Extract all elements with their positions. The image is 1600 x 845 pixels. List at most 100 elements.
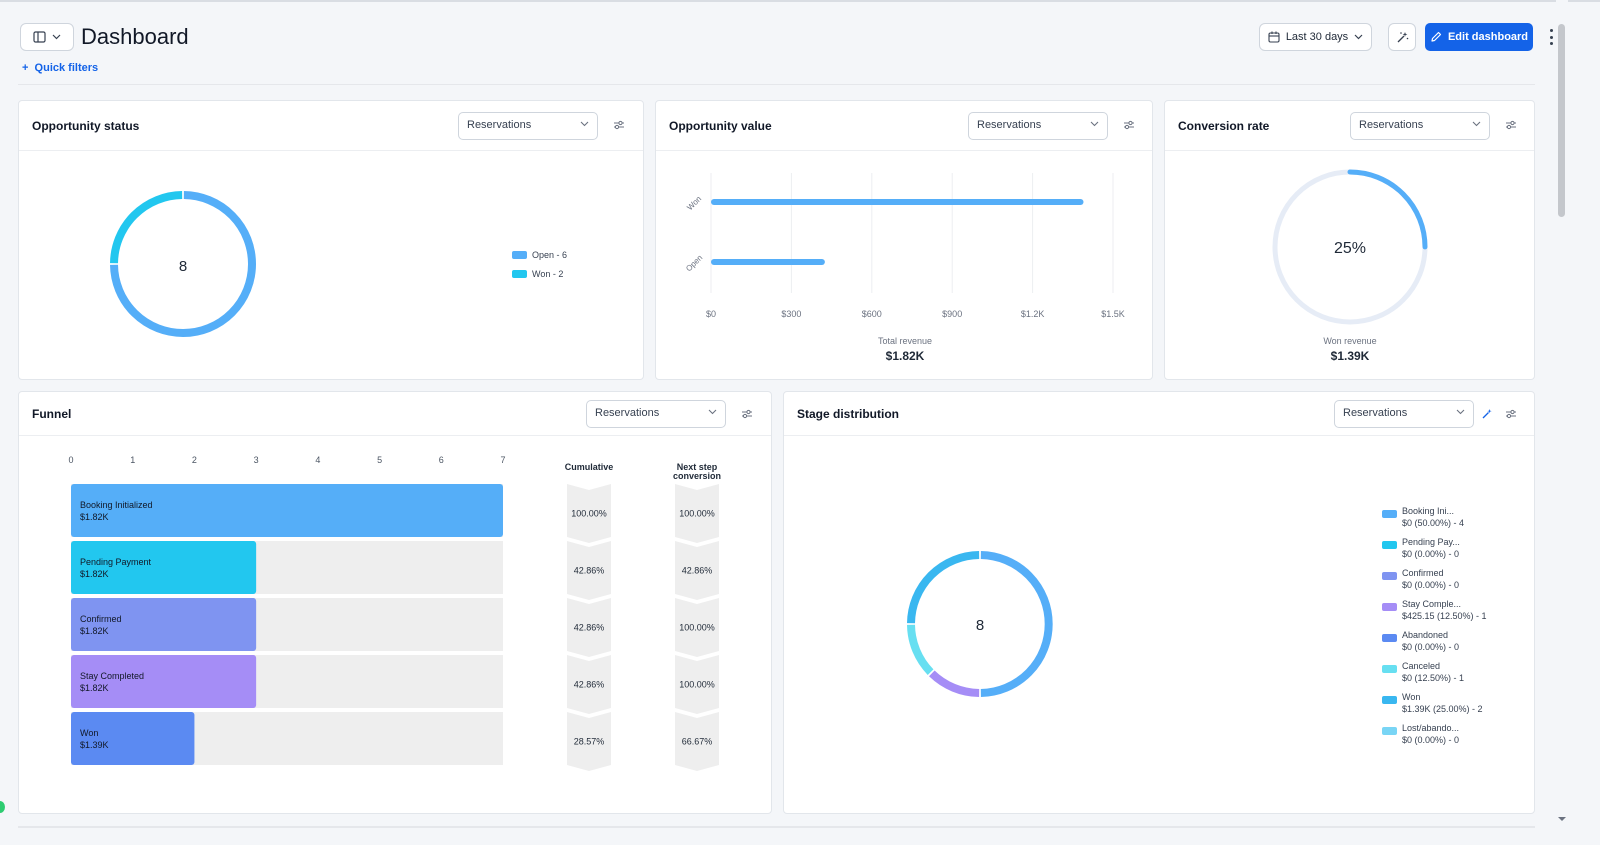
- legend-stage-name: Pending Pay...: [1402, 537, 1460, 547]
- funnel-bar-won[interactable]: [71, 712, 195, 765]
- donut-slice-booking-initialized[interactable]: [980, 551, 1053, 697]
- legend-item[interactable]: Stay Comple... $425.15 (12.50%) - 1: [1382, 598, 1487, 622]
- next-step-cell: 100.00%: [679, 623, 715, 633]
- page-title: Dashboard: [81, 24, 189, 49]
- layout-toggle-button[interactable]: [20, 23, 74, 51]
- legend-stage-name: Booking Ini...: [1402, 506, 1455, 516]
- donut-slice-open[interactable]: [110, 191, 256, 337]
- next-step-cell-shape: [675, 712, 719, 771]
- funnel-bar-pending-payment[interactable]: [71, 541, 257, 594]
- x-tick-label: $1.5K: [1101, 309, 1125, 319]
- source-select[interactable]: Reservations: [458, 112, 598, 140]
- funnel-bar-confirmed[interactable]: [71, 598, 257, 651]
- cumulative-cell-shape: [567, 712, 611, 771]
- next-step-cell-shape: [675, 541, 719, 600]
- source-select[interactable]: Reservations: [968, 112, 1108, 140]
- card-title: Stage distribution: [797, 407, 899, 421]
- legend-item[interactable]: Abandoned $0 (0.00%) - 0: [1382, 629, 1459, 653]
- legend-item[interactable]: Open - 6: [512, 249, 567, 261]
- legend-swatch: [1382, 603, 1397, 611]
- magic-wand-icon[interactable]: [1481, 408, 1493, 420]
- select-value: Reservations: [1343, 407, 1408, 419]
- won-revenue-value: $1.39K: [1331, 349, 1370, 363]
- axis-tick-label: 5: [377, 455, 382, 465]
- edit-dashboard-label: Edit dashboard: [1447, 31, 1529, 43]
- plus-icon: +: [22, 62, 35, 74]
- next-step-cell-shape: [675, 598, 719, 657]
- funnel-stage-name: Booking Initialized: [80, 500, 153, 510]
- legend-swatch: [1382, 696, 1397, 704]
- funnel-stage-amount: $1.82K: [80, 626, 109, 636]
- funnel-bar-stay-completed[interactable]: [71, 655, 257, 708]
- legend-swatch: [1382, 634, 1397, 642]
- next-step-header-line2: conversion: [672, 471, 721, 481]
- card-header: Stage distribution Reservations: [784, 392, 1534, 436]
- legend-item[interactable]: Confirmed $0 (0.00%) - 0: [1382, 567, 1459, 591]
- legend-stage-name: Canceled: [1402, 661, 1441, 671]
- source-select[interactable]: Reservations: [1334, 400, 1474, 428]
- card-header: Funnel Reservations: [19, 392, 771, 436]
- funnel-stage-amount: $1.82K: [80, 512, 109, 522]
- top-border: [0, 0, 1600, 2]
- magic-wand-icon: [1397, 31, 1408, 42]
- status-indicator: [0, 801, 5, 813]
- legend-item[interactable]: Won $1.39K (25.00%) - 2: [1382, 691, 1483, 715]
- more-options-icon[interactable]: [1547, 29, 1555, 45]
- legend-swatch: [1382, 541, 1397, 549]
- scrollbar-thumb[interactable]: [1558, 24, 1565, 217]
- filter-settings-icon[interactable]: [1505, 119, 1517, 131]
- date-range-label: Last 30 days: [1285, 31, 1349, 43]
- legend-swatch: [1382, 665, 1397, 673]
- legend-stage-name: Won: [1402, 692, 1421, 702]
- filter-settings-icon[interactable]: [1123, 119, 1135, 131]
- bar-open[interactable]: [711, 259, 825, 265]
- legend-stage-detail: $0 (0.00%) - 0: [1402, 642, 1460, 652]
- x-tick-label: $900: [942, 309, 962, 319]
- card-title: Conversion rate: [1178, 119, 1270, 133]
- next-step-cell: 100.00%: [679, 680, 715, 690]
- filter-settings-icon[interactable]: [1505, 408, 1517, 420]
- donut-slice-canceled[interactable]: [907, 624, 934, 675]
- legend-stage-detail: $0 (12.50%) - 1: [1402, 673, 1465, 683]
- donut-slice-won[interactable]: [110, 191, 183, 264]
- opportunity-status-card: Opportunity status Reservations 8 Open -…: [18, 100, 644, 380]
- funnel-stage-amount: $1.82K: [80, 569, 109, 579]
- funnel-stage-name: Stay Completed: [80, 671, 144, 681]
- legend-swatch: [1382, 572, 1397, 580]
- date-range-button[interactable]: Last 30 days: [1259, 23, 1372, 51]
- funnel-bar-booking-initialized[interactable]: [71, 484, 503, 537]
- select-value: Reservations: [977, 119, 1042, 131]
- donut-slice-stay-completed[interactable]: [929, 670, 980, 697]
- funnel-stage-name: Confirmed: [80, 614, 122, 624]
- next-step-column-header: Next step conversion: [671, 463, 723, 481]
- legend-item[interactable]: Won - 2: [512, 268, 563, 280]
- edit-dashboard-button[interactable]: Edit dashboard: [1425, 23, 1533, 51]
- cumulative-cell: 100.00%: [571, 509, 607, 519]
- scroll-down-icon[interactable]: [1557, 815, 1567, 823]
- donut-slice-won[interactable]: [907, 551, 980, 624]
- header-divider: [18, 84, 1535, 85]
- won-revenue-label: Won revenue: [1323, 336, 1376, 346]
- legend-item[interactable]: Pending Pay... $0 (0.00%) - 0: [1382, 536, 1460, 560]
- legend-item[interactable]: Lost/abando... $0 (0.00%) - 0: [1382, 722, 1459, 746]
- source-select[interactable]: Reservations: [586, 400, 726, 428]
- layout-icon: [33, 31, 46, 43]
- cumulative-cell: 42.86%: [574, 566, 605, 576]
- source-select[interactable]: Reservations: [1350, 112, 1490, 140]
- bar-won[interactable]: [711, 199, 1084, 205]
- card-title: Funnel: [32, 407, 72, 421]
- chevron-down-icon: [52, 34, 61, 40]
- total-revenue-label: Total revenue: [878, 336, 932, 346]
- legend-stage-detail: $1.39K (25.00%) - 2: [1402, 704, 1483, 714]
- quick-filters-link[interactable]: + Quick filters: [22, 62, 98, 74]
- legend-swatch: [1382, 510, 1397, 518]
- filter-settings-icon[interactable]: [741, 408, 753, 420]
- ai-insights-button[interactable]: [1388, 23, 1416, 51]
- select-value: Reservations: [467, 119, 532, 131]
- axis-tick-label: 7: [500, 455, 505, 465]
- filter-settings-icon[interactable]: [613, 119, 625, 131]
- legend-item[interactable]: Canceled $0 (12.50%) - 1: [1382, 660, 1464, 684]
- funnel-stage-amount: $1.39K: [80, 740, 109, 750]
- legend-item[interactable]: Booking Ini... $0 (50.00%) - 4: [1382, 505, 1464, 529]
- funnel-stage-name: Won: [80, 728, 98, 738]
